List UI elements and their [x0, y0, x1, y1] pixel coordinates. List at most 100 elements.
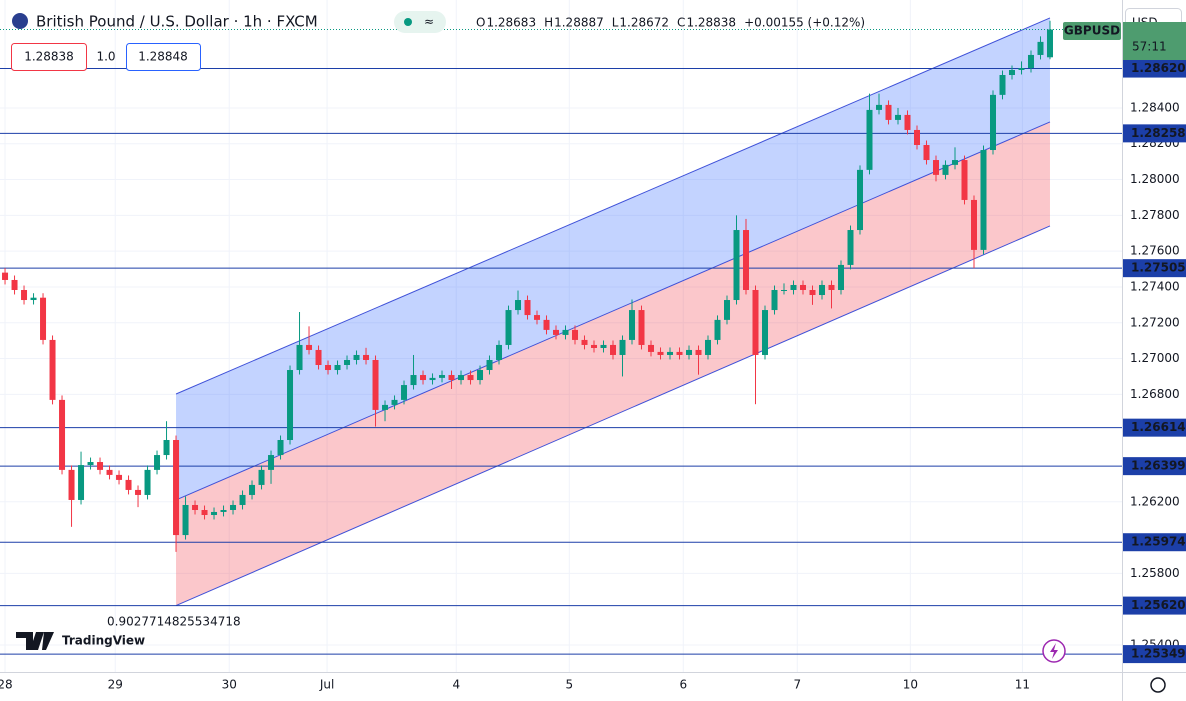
candle-body: [30, 297, 37, 301]
candle-body: [372, 359, 379, 410]
candle-body: [1008, 69, 1015, 76]
candle-body: [220, 509, 227, 512]
candle-body: [401, 385, 408, 400]
candle-body: [894, 114, 901, 120]
y-tick-label: 1.25800: [1130, 566, 1180, 580]
candle-body: [97, 462, 104, 470]
status-pill[interactable]: [394, 11, 446, 33]
y-tick-label: 1.27800: [1130, 208, 1180, 222]
candle-body: [230, 504, 237, 510]
sell-button[interactable]: [11, 43, 87, 71]
candle-body: [49, 339, 56, 400]
x-tick-label: 28: [0, 678, 13, 692]
candle-body: [116, 474, 123, 480]
candle-body: [923, 144, 930, 161]
candle-body: [809, 289, 816, 296]
candle-body: [1018, 68, 1025, 70]
grid: [0, 0, 1122, 672]
candle-body: [534, 315, 541, 320]
price-tag-label: 1.27505: [1131, 261, 1186, 275]
candle-body: [306, 344, 313, 350]
candle-body: [610, 344, 617, 355]
candle-body: [733, 230, 740, 301]
candle-body: [277, 440, 284, 456]
price-tag-label: 1.28620: [1131, 61, 1186, 75]
candle-body: [676, 351, 683, 355]
candle-body: [363, 354, 370, 360]
price-tag: [1123, 457, 1186, 476]
candle-body: [296, 344, 303, 371]
candle-body: [211, 511, 218, 516]
candle-body: [771, 289, 778, 311]
ohlc-value: 1.28887: [554, 16, 604, 30]
candle-body: [2, 272, 9, 280]
candle-body: [192, 504, 199, 510]
ohlc-key: O: [476, 16, 485, 30]
candle-body: [125, 479, 132, 490]
candle-body: [838, 264, 845, 290]
candle-body: [857, 169, 864, 231]
candle-body: [144, 469, 151, 495]
candle-body: [40, 297, 47, 340]
ohlc-key: L: [612, 16, 619, 30]
candle-body: [201, 509, 208, 516]
y-tick-label: 1.28400: [1130, 100, 1180, 114]
channel-upper-fill: [176, 17, 1050, 500]
buy-button[interactable]: [126, 43, 201, 71]
candle-body: [420, 375, 427, 381]
candle-body: [800, 284, 807, 290]
candle-body: [932, 160, 939, 175]
ohlc-header: O 1.28683 H 1.28887 L 1.28672 C 1.28838 +0.00155…: [476, 16, 865, 30]
candle-body: [591, 344, 598, 348]
candle-body: [875, 104, 882, 110]
candle-body: [904, 114, 911, 130]
flag-icon: [12, 13, 28, 29]
x-tick-label: 4: [452, 678, 460, 692]
candle-body: [154, 455, 161, 470]
candle-body: [657, 351, 664, 355]
x-tick-label: 6: [679, 678, 687, 692]
candle-body: [819, 284, 826, 296]
price-tag: [1123, 59, 1186, 78]
candle-body: [667, 351, 674, 355]
chart-title: British Pound / U.S. Dollar · 1h · FXCM: [36, 13, 318, 31]
candle-body: [562, 329, 569, 335]
y-tick-label: 1.27000: [1130, 351, 1180, 365]
candle-body: [648, 344, 655, 352]
price-tag-label: 1.25974: [1131, 535, 1186, 549]
x-tick-label: 29: [108, 678, 123, 692]
y-tick-label: 1.27400: [1130, 279, 1180, 293]
price-tag-label: 1.28258: [1131, 126, 1186, 140]
logo-icon: [16, 632, 54, 650]
price-tag-label: 1.26399: [1131, 459, 1186, 473]
candle-body: [913, 129, 920, 145]
candle-body: [163, 440, 170, 456]
channel-line: [175, 17, 1051, 395]
candle-body: [78, 465, 85, 500]
price-tag: [1123, 596, 1186, 615]
x-tick-label: 11: [1015, 678, 1030, 692]
candle-body: [439, 375, 446, 378]
ohlc-key: C: [677, 16, 685, 30]
candle-body: [638, 310, 645, 345]
candle-body: [543, 319, 550, 330]
candle-body: [68, 469, 75, 500]
settings-button[interactable]: [1150, 677, 1166, 693]
candle-body: [1046, 29, 1053, 58]
candle-body: [553, 329, 560, 335]
candle-body: [885, 104, 892, 120]
candle-body: [353, 354, 360, 360]
candle-body: [173, 440, 180, 536]
x-tick-label: 30: [222, 678, 237, 692]
symbol-tag: [1063, 22, 1121, 40]
candle-body: [600, 344, 607, 348]
candle-body: [391, 399, 398, 405]
candle-body: [268, 455, 275, 470]
candle-body: [1027, 54, 1034, 69]
candle-body: [999, 75, 1006, 95]
price-tag: [1123, 259, 1186, 278]
candle-body: [866, 109, 873, 170]
candle-body: [524, 300, 531, 316]
candle-body: [695, 349, 702, 355]
